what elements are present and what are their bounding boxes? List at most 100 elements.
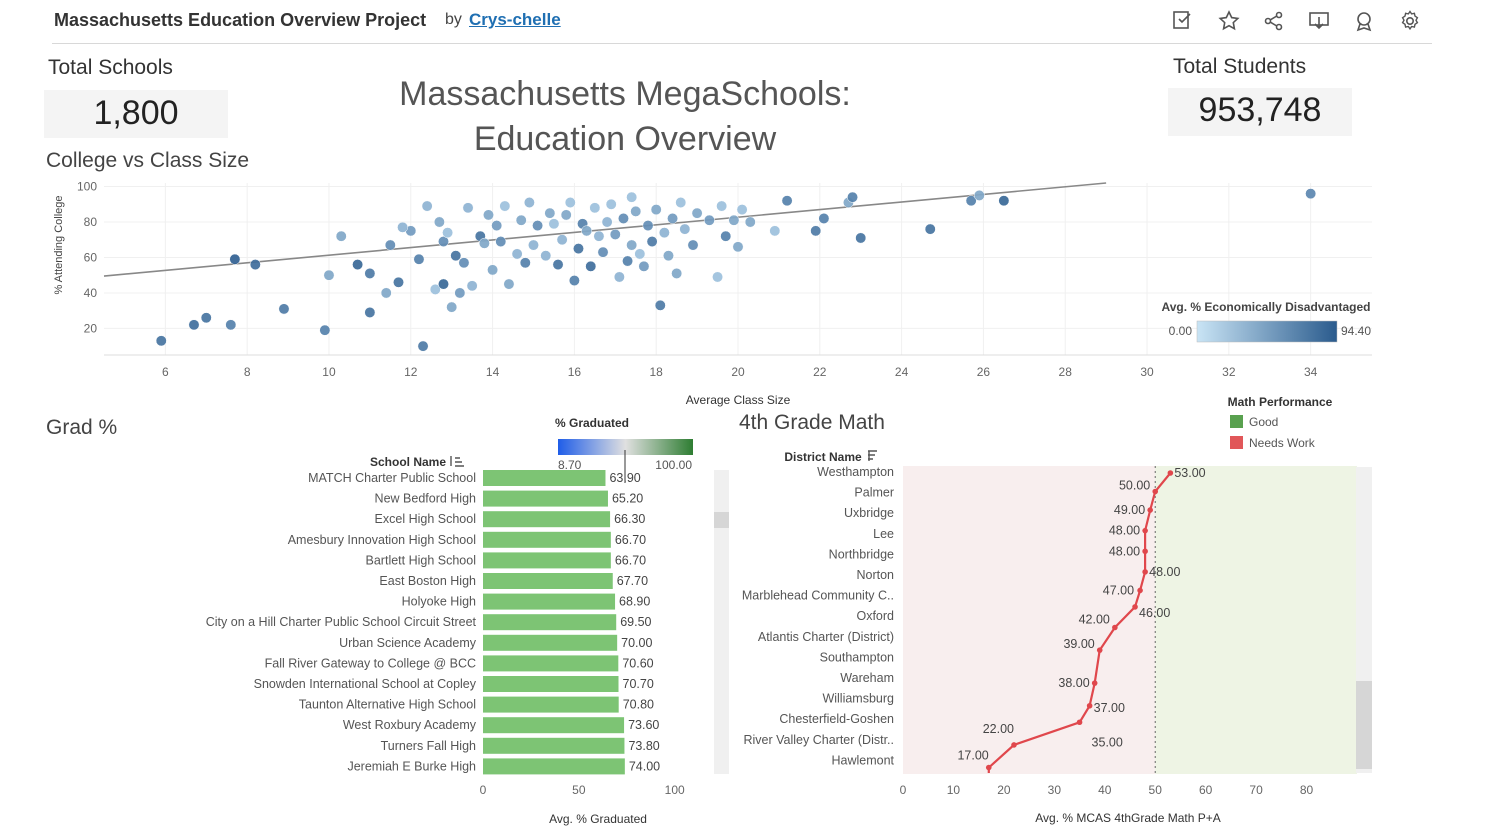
- district-name-header[interactable]: District Name: [784, 450, 862, 464]
- district-label[interactable]: Norton: [856, 568, 894, 582]
- grad-bar[interactable]: [483, 737, 625, 754]
- math-point[interactable]: [1091, 680, 1098, 686]
- grad-bar-chart[interactable]: School Name % Graduated 8.70 100.00 MATC…: [0, 410, 735, 828]
- district-label[interactable]: Chesterfield-Goshen: [779, 712, 894, 726]
- scatter-point[interactable]: [609, 228, 621, 240]
- scatter-point[interactable]: [618, 213, 629, 224]
- share-icon[interactable]: [1262, 9, 1286, 33]
- grad-bar[interactable]: [483, 696, 619, 713]
- district-label[interactable]: River Valley Charter (Distr..: [744, 733, 895, 747]
- scatter-point[interactable]: [466, 280, 478, 292]
- scatter-point[interactable]: [568, 275, 580, 286]
- scatter-point[interactable]: [736, 204, 748, 216]
- scatter-point[interactable]: [544, 207, 556, 219]
- scatter-point[interactable]: [478, 237, 490, 249]
- math-points[interactable]: 53.00 50.00 49.00 48.00 48.00 48.00 47.00 46.00…: [957, 466, 1206, 771]
- math-point[interactable]: [1112, 624, 1118, 631]
- scatter-point[interactable]: [712, 271, 723, 283]
- scatter-point[interactable]: [511, 248, 523, 260]
- math-point[interactable]: [1142, 569, 1148, 575]
- scatter-point[interactable]: [720, 230, 732, 242]
- scatter-point[interactable]: [552, 259, 564, 271]
- scatter-point[interactable]: [433, 216, 445, 228]
- grad-bar[interactable]: [483, 593, 616, 610]
- scatter-point[interactable]: [744, 216, 756, 228]
- scatter-point[interactable]: [589, 202, 601, 214]
- scatter-point[interactable]: [605, 198, 617, 210]
- scatter-point[interactable]: [560, 209, 572, 221]
- scatter-point[interactable]: [532, 220, 544, 232]
- grad-row[interactable]: Fall River Gateway to College @ BCC 70.60: [265, 655, 654, 672]
- grad-scrollbar[interactable]: [714, 470, 729, 774]
- scatter-point[interactable]: [200, 312, 212, 324]
- district-label[interactable]: Northbridge: [829, 547, 894, 561]
- math-point[interactable]: [1152, 488, 1159, 495]
- math-point[interactable]: [985, 764, 992, 771]
- grad-bar[interactable]: [483, 552, 611, 569]
- scatter-point[interactable]: [450, 250, 462, 262]
- scatter-point[interactable]: [528, 239, 539, 251]
- grad-row[interactable]: Bartlett High School 66.70: [366, 552, 647, 569]
- math-point[interactable]: [1137, 587, 1143, 594]
- district-label[interactable]: Marblehead Community C..: [742, 589, 894, 603]
- scatter-point[interactable]: [540, 250, 552, 262]
- scatter-point[interactable]: [924, 223, 936, 235]
- scatter-point[interactable]: [487, 264, 499, 276]
- grad-row[interactable]: Amesbury Innovation High School 66.70: [288, 531, 646, 548]
- settings-icon[interactable]: [1398, 9, 1422, 33]
- scatter-point[interactable]: [573, 243, 584, 255]
- scatter-point[interactable]: [397, 221, 409, 233]
- grad-bar[interactable]: [483, 490, 608, 507]
- scatter-point[interactable]: [658, 227, 670, 239]
- scatter-point[interactable]: [225, 319, 237, 331]
- grad-bar[interactable]: [483, 614, 617, 631]
- scatter-point[interactable]: [650, 204, 662, 216]
- scatter-point[interactable]: [597, 246, 609, 258]
- scatter-point[interactable]: [638, 260, 650, 272]
- scatter-point[interactable]: [438, 236, 449, 247]
- scatter-point[interactable]: [380, 287, 392, 299]
- scatter-point[interactable]: [646, 236, 658, 247]
- grad-row[interactable]: Taunton Alternative High School 70.80: [299, 696, 654, 713]
- district-sort-icon[interactable]: [868, 450, 877, 461]
- scatter-point[interactable]: [515, 214, 527, 226]
- grad-row[interactable]: New Bedford High 65.20: [375, 490, 644, 507]
- district-label[interactable]: Wareham: [840, 671, 894, 685]
- math-point[interactable]: [1011, 742, 1017, 748]
- grad-row[interactable]: Snowden International School at Copley 70…: [254, 676, 654, 692]
- scatter-point[interactable]: [384, 239, 396, 251]
- district-label[interactable]: Hawlemont: [831, 753, 894, 767]
- grad-bar[interactable]: [483, 531, 611, 548]
- scatter-point[interactable]: [495, 236, 507, 247]
- scatter-point[interactable]: [155, 335, 167, 347]
- grad-bar[interactable]: [483, 470, 606, 486]
- scatter-point[interactable]: [675, 197, 687, 208]
- metrics-icon[interactable]: [1352, 9, 1376, 33]
- district-label[interactable]: Lee: [873, 527, 894, 541]
- scatter-point[interactable]: [965, 195, 977, 207]
- math-line-chart[interactable]: Math Performance Good Needs Work Distric…: [730, 390, 1380, 828]
- scatter-point[interactable]: [781, 195, 793, 207]
- scatter-point[interactable]: [429, 283, 441, 295]
- math-legend-good-label[interactable]: Good: [1249, 415, 1278, 429]
- scatter-point[interactable]: [442, 227, 454, 239]
- scatter-point[interactable]: [503, 278, 515, 290]
- grad-bar[interactable]: [483, 717, 625, 734]
- scatter-point[interactable]: [229, 253, 241, 265]
- grad-bar[interactable]: [483, 511, 611, 528]
- scatter-point[interactable]: [728, 214, 740, 226]
- scatter-point[interactable]: [847, 191, 858, 203]
- grad-bar[interactable]: [483, 573, 613, 589]
- grad-row[interactable]: City on a Hill Charter Public School Cir…: [206, 614, 652, 631]
- math-point[interactable]: [1167, 470, 1174, 476]
- scatter-point[interactable]: [810, 225, 822, 237]
- sort-icon[interactable]: [450, 456, 464, 467]
- grad-row[interactable]: Excel High School 66.30: [375, 511, 646, 528]
- scatter-point[interactable]: [691, 207, 703, 219]
- scatter-point[interactable]: [421, 200, 433, 212]
- scatter-point[interactable]: [601, 216, 613, 228]
- math-point[interactable]: [1132, 604, 1138, 610]
- scatter-point[interactable]: [654, 299, 666, 311]
- scatter-point[interactable]: [249, 259, 261, 271]
- district-label[interactable]: Uxbridge: [844, 506, 894, 520]
